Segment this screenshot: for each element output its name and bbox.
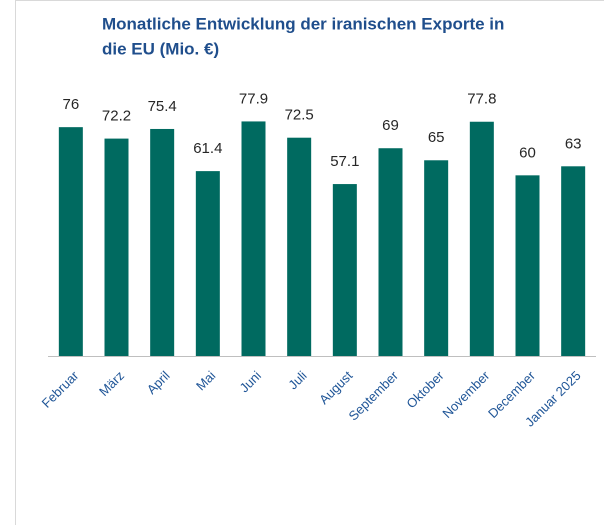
bar (561, 166, 586, 356)
value-label: 77.8 (467, 91, 496, 108)
bar (332, 184, 357, 356)
x-tick-label: August (316, 368, 355, 407)
bar (58, 127, 83, 357)
chart-title: Monatliche Entwicklung der iranischen Ex… (102, 14, 504, 33)
value-label: 69 (382, 117, 399, 134)
value-label: 65 (428, 129, 445, 146)
x-tick-label: April (144, 368, 173, 397)
bar (515, 175, 540, 356)
bar (287, 137, 312, 356)
value-label: 57.1 (330, 153, 359, 170)
value-label: 76 (62, 96, 79, 113)
value-label: 72.5 (285, 107, 314, 124)
x-tick-label: Juli (285, 368, 309, 392)
x-tick-label: Mai (193, 368, 218, 393)
x-tick-label: März (96, 368, 127, 399)
value-label: 61.4 (193, 140, 222, 157)
x-tick-label: Februar (39, 367, 82, 410)
bar (104, 138, 129, 356)
x-tick-label: November (439, 367, 492, 420)
x-tick-label: Juni (237, 368, 265, 396)
x-tick-label: Oktober (403, 367, 447, 411)
bar (469, 121, 494, 356)
chart-title: die EU (Mio. €) (102, 39, 219, 58)
bar (378, 148, 403, 356)
value-label: 60 (519, 144, 536, 161)
bar (150, 128, 175, 356)
bar (195, 171, 220, 356)
bar (241, 121, 266, 356)
value-label: 72.2 (102, 108, 131, 125)
x-tick-label: September (345, 367, 401, 423)
value-label: 75.4 (148, 98, 177, 115)
bar (424, 160, 449, 356)
value-label: 63 (565, 135, 582, 152)
value-label: 77.9 (239, 90, 268, 107)
chart-frame (15, 0, 604, 525)
